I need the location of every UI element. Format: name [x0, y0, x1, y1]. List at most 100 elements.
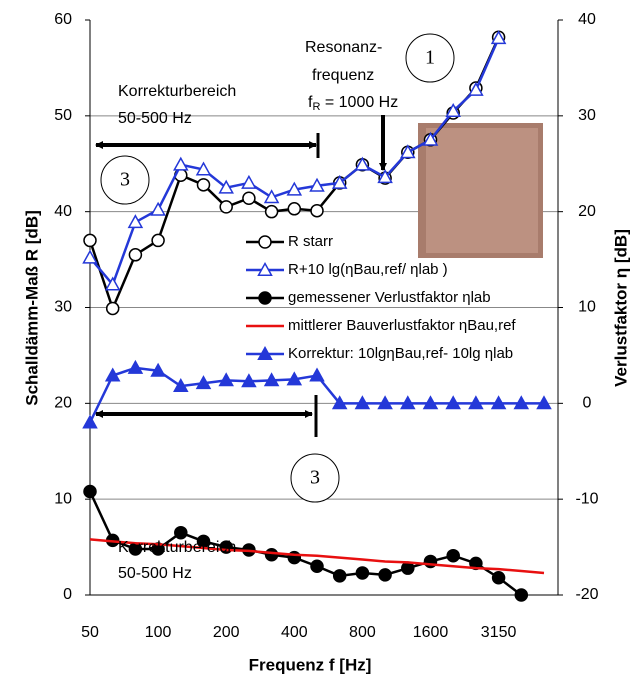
- point: [264, 204, 279, 219]
- point: [218, 372, 234, 387]
- point: [354, 156, 371, 171]
- point: [218, 179, 234, 194]
- point: [309, 177, 325, 192]
- point: [422, 395, 439, 410]
- point: [128, 248, 143, 262]
- point: [242, 191, 256, 205]
- annotation: 50-500 Hz: [118, 110, 192, 127]
- point: [331, 174, 348, 189]
- point: [287, 202, 302, 216]
- point: [514, 588, 529, 602]
- annotation: fR = 1000 Hz: [308, 94, 398, 113]
- legend-marker: [257, 345, 273, 360]
- series-line: [89, 538, 545, 575]
- point: [173, 378, 189, 393]
- annotation: Korrekturbereich: [118, 83, 236, 100]
- y2-tick-label: 30: [578, 107, 596, 124]
- annotation: = 1000 Hz: [320, 94, 398, 111]
- annotation: f: [308, 94, 313, 111]
- legend: R starr R+10 lg(ηBau,ref/ ηlab ) gemessene…: [246, 233, 516, 362]
- x-tick-label: 100: [145, 624, 172, 641]
- annotation: 50-500 Hz: [118, 565, 192, 582]
- legend-label: Korrektur: 10lgηBau,ref- 10lg ηlab: [288, 345, 513, 362]
- point: [263, 372, 280, 387]
- y-tick-label: 30: [54, 299, 72, 316]
- y-tick-label: 50: [54, 107, 72, 124]
- annotation: 3: [310, 467, 320, 489]
- annotation: Resonanz-: [305, 39, 382, 56]
- y2-tick-label: -10: [575, 490, 598, 507]
- point: [82, 414, 98, 429]
- point: [377, 169, 393, 184]
- y-tick-label: 60: [54, 11, 72, 28]
- circle-label: [100, 155, 150, 205]
- x-tick-label: 800: [349, 624, 376, 641]
- photo-panel: [426, 128, 538, 253]
- point: [309, 367, 325, 382]
- point: [491, 571, 506, 585]
- legend-label: R starr: [288, 233, 333, 250]
- point: [446, 548, 460, 563]
- y2-tick-label: 10: [578, 299, 596, 316]
- point: [310, 203, 324, 218]
- y-tick-label: 20: [54, 395, 72, 412]
- point: [83, 233, 97, 248]
- circle-label: [290, 453, 340, 503]
- annotation: 1: [425, 47, 435, 69]
- point: [151, 233, 165, 248]
- annotation: Korrekturbereich: [118, 539, 236, 556]
- x-tick-label: 400: [281, 624, 308, 641]
- point: [310, 559, 324, 573]
- annotation: frequenz: [312, 67, 374, 84]
- y2-tick-label: 0: [583, 395, 592, 412]
- point: [286, 371, 303, 386]
- x-tick-label: 200: [213, 624, 240, 641]
- point: [400, 144, 416, 159]
- y-tick-label: 40: [54, 203, 72, 220]
- point: [264, 548, 279, 562]
- point: [82, 249, 98, 264]
- point: [286, 181, 303, 196]
- point: [355, 566, 370, 580]
- legend-marker: [257, 261, 273, 276]
- point: [378, 568, 392, 582]
- y2-tick-label: 40: [578, 11, 596, 28]
- legend-label: gemessener Verlustfaktor ηlab: [288, 289, 491, 306]
- point: [104, 276, 121, 291]
- point: [241, 174, 257, 189]
- x-tick-label: 50: [81, 624, 99, 641]
- point: [83, 484, 97, 499]
- point: [513, 395, 530, 410]
- point: [127, 214, 144, 229]
- point: [127, 359, 144, 374]
- point: [173, 156, 189, 171]
- point: [490, 30, 507, 45]
- x-tick-label: 3150: [481, 624, 517, 641]
- point: [400, 395, 416, 410]
- point: [536, 395, 552, 410]
- point: [354, 395, 371, 410]
- legend-marker: [258, 235, 272, 249]
- point: [332, 569, 347, 583]
- point: [445, 102, 461, 117]
- circle-label: [405, 33, 455, 83]
- point: [104, 367, 121, 382]
- point: [422, 131, 439, 146]
- point: [468, 81, 484, 96]
- point: [105, 301, 120, 316]
- y-axis-title: Schalldämm-Maß R [dB]: [22, 210, 41, 406]
- legend-marker: [258, 291, 272, 305]
- y2-tick-label: -20: [575, 586, 598, 603]
- point: [331, 395, 348, 410]
- point: [468, 395, 484, 410]
- point: [263, 189, 280, 204]
- point: [490, 395, 507, 410]
- marks: [82, 30, 552, 602]
- x-tick-label: 1600: [413, 624, 449, 641]
- point: [150, 201, 166, 216]
- annotation: R: [312, 101, 320, 113]
- legend-label: mittlerer Bauverlustfaktor ηBau,ref: [288, 317, 516, 334]
- annotation: 3: [120, 169, 130, 191]
- point: [195, 161, 212, 176]
